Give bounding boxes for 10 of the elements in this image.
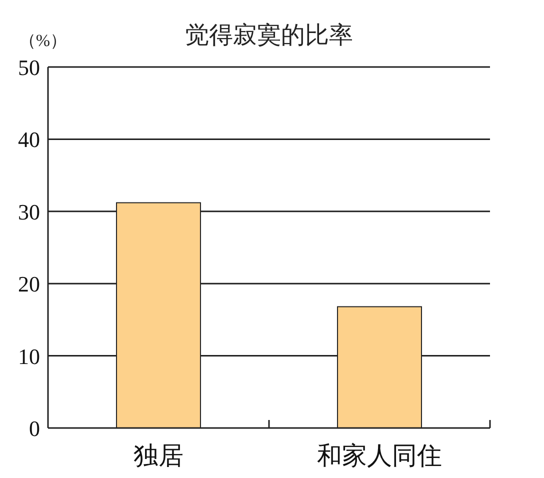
x-tick-label: 和家人同住 [317,441,442,470]
y-tick-label: 10 [18,344,40,369]
x-tick-label: 独居 [134,441,184,470]
y-axis-title: （%） [18,31,68,50]
chart-title: 觉得寂寞的比率 [185,21,353,49]
y-tick-label: 20 [18,272,40,297]
y-tick-label: 40 [18,127,40,152]
y-tick-label: 50 [18,55,40,80]
y-tick-label: 0 [29,416,40,441]
y-tick-label: 30 [18,199,40,224]
